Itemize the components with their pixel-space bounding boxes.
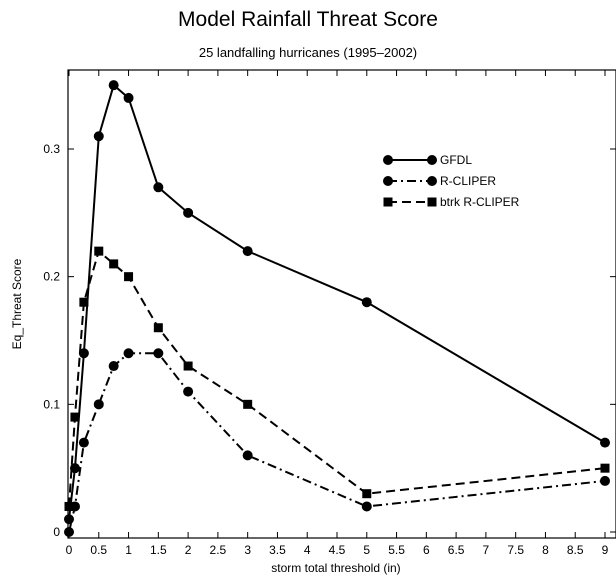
- legend-label: GFDL: [440, 153, 472, 167]
- series-line: [68, 352, 606, 533]
- legend-marker: [383, 155, 393, 165]
- y-tick-label: 0: [53, 525, 60, 539]
- series-gfdl: [64, 80, 610, 525]
- data-point: [600, 463, 610, 473]
- data-point: [153, 348, 164, 359]
- data-point: [64, 514, 74, 525]
- data-point: [183, 361, 193, 371]
- chart-subtitle: 25 landfalling hurricanes (1995–2002): [198, 45, 418, 60]
- x-tick-label: 6: [423, 543, 430, 557]
- y-tick-label: 0.1: [43, 397, 60, 411]
- chart-title: Model Rainfall Threat Score: [178, 8, 438, 31]
- data-point: [600, 475, 610, 486]
- legend-item: btrk R-CLIPER: [383, 195, 520, 209]
- y-tick-label: 0.3: [43, 142, 60, 156]
- x-tick-label: 2: [185, 543, 192, 557]
- data-point: [361, 501, 372, 512]
- x-tick-label: 2.5: [210, 543, 227, 557]
- data-point: [242, 246, 253, 257]
- y-axis-label: Eq_Threat Score: [10, 258, 24, 349]
- data-point: [108, 361, 119, 372]
- x-tick-label: 1.5: [150, 543, 167, 557]
- data-point: [94, 246, 104, 256]
- data-point: [362, 489, 372, 499]
- data-point: [64, 527, 74, 537]
- data-point: [361, 297, 372, 308]
- x-axis: 0 0.5 1 1.5 2 2.5 3 3.5 4 4.5 5 5.5 6 6.5 7 7.5 8 8.5 9: [66, 70, 609, 557]
- plot-frame: [67, 69, 616, 539]
- legend-item: GFDL: [383, 153, 472, 167]
- data-point: [78, 437, 89, 448]
- data-point: [70, 412, 80, 422]
- x-tick-label: 9: [602, 543, 609, 557]
- x-tick-label: 3: [244, 543, 251, 557]
- y-axis: 0 0.1 0.2 0.3: [43, 142, 616, 539]
- x-tick-label: 8: [542, 543, 549, 557]
- legend-marker: [383, 197, 393, 207]
- x-tick-label: 0: [66, 543, 73, 557]
- x-tick-label: 4.5: [329, 543, 346, 557]
- legend-marker: [427, 197, 437, 207]
- legend-marker: [427, 155, 437, 165]
- legend-marker: [427, 176, 437, 186]
- legend-item: R-CLIPER: [383, 174, 496, 188]
- series-line: [68, 83, 606, 520]
- legend-marker: [383, 176, 393, 186]
- x-tick-label: 4: [304, 543, 311, 557]
- x-tick-label: 3.5: [269, 543, 286, 557]
- data-point: [183, 386, 194, 397]
- x-tick-label: 7: [483, 543, 490, 557]
- data-point: [93, 399, 104, 410]
- y-tick-label: 0.2: [43, 270, 60, 284]
- data-point: [64, 501, 74, 511]
- data-point: [124, 272, 134, 282]
- data-point: [153, 182, 164, 193]
- data-point: [153, 323, 163, 333]
- x-tick-label: 0.5: [90, 543, 107, 557]
- data-point: [183, 207, 194, 218]
- data-point: [79, 297, 89, 307]
- legend-label: btrk R-CLIPER: [440, 195, 520, 209]
- data-point: [78, 348, 89, 359]
- data-point: [600, 437, 610, 448]
- data-point: [93, 131, 104, 142]
- data-point: [243, 399, 253, 409]
- series-r-cliper: [64, 348, 610, 537]
- data-point: [108, 80, 119, 91]
- data-point: [109, 259, 119, 269]
- x-tick-label: 8.5: [567, 543, 584, 557]
- x-tick-label: 5: [363, 543, 370, 557]
- legend-label: R-CLIPER: [440, 174, 496, 188]
- data-point: [123, 348, 134, 359]
- data-point: [69, 463, 80, 474]
- x-tick-label: 1: [125, 543, 132, 557]
- data-point: [242, 450, 253, 461]
- series-layer: [64, 80, 610, 537]
- legend: GFDL R-CLIPER btrk R-CLIPER: [383, 153, 520, 209]
- series-btrk-r-cliper: [64, 246, 610, 511]
- x-tick-label: 6.5: [448, 543, 465, 557]
- x-tick-label: 7.5: [507, 543, 524, 557]
- x-tick-label: 5.5: [388, 543, 405, 557]
- x-axis-label: storm total threshold (in): [271, 561, 400, 575]
- data-point: [123, 92, 134, 103]
